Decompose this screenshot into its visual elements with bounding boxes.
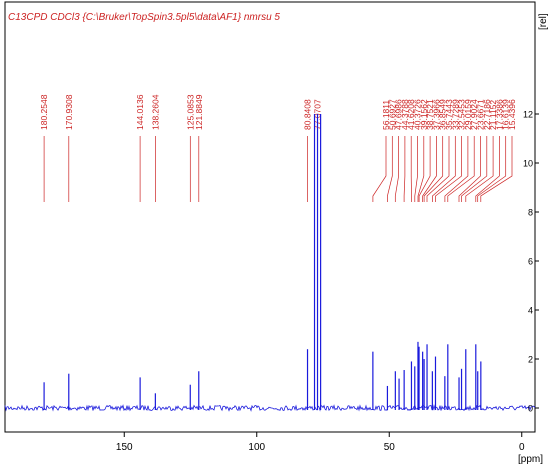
peak-label-connector bbox=[414, 136, 418, 202]
spectrum-baseline bbox=[4, 404, 536, 412]
peak-label-layer: 180.2548 170.9308 144.0136 138.2604 125.0853… bbox=[39, 94, 517, 202]
peak-label: 121.8849 bbox=[194, 94, 204, 130]
peak-label: 47.6986 bbox=[394, 99, 404, 130]
peak-label: 80.8408 bbox=[303, 99, 313, 130]
peak-label: 35.7443 bbox=[444, 99, 454, 130]
peak-label-connector bbox=[458, 136, 481, 202]
peak-label-connector bbox=[465, 136, 494, 202]
peak-label: 32.5453 bbox=[457, 99, 467, 130]
peak-label: 16.6139 bbox=[501, 99, 511, 130]
peak-label-connector bbox=[444, 136, 469, 202]
peak-label: 56.1811 bbox=[381, 100, 391, 130]
peak-label-connector bbox=[403, 136, 406, 202]
peak-label-connector bbox=[418, 136, 431, 202]
peak-label-connector bbox=[422, 136, 437, 202]
peak-label-connector bbox=[475, 136, 500, 202]
peak-label: 23.6671 bbox=[476, 99, 486, 130]
peak-label: 125.0853 bbox=[185, 94, 195, 130]
peak-label: 138.2604 bbox=[150, 94, 160, 130]
peak-label: 37.3966 bbox=[431, 99, 441, 130]
peak-label: 38.7521 bbox=[425, 99, 435, 130]
x-axis-label: [ppm] bbox=[518, 454, 543, 465]
peak-label-connector bbox=[435, 136, 462, 202]
peak-label-connector bbox=[372, 136, 387, 202]
y-tick-label: 12 bbox=[523, 110, 533, 120]
peak-label: 50.6927 bbox=[387, 99, 397, 130]
x-tick-label: 50 bbox=[384, 442, 396, 453]
peak-label-connector bbox=[477, 136, 507, 202]
peak-label: 170.9308 bbox=[64, 94, 74, 130]
peak-label: 29.0159 bbox=[463, 99, 473, 130]
x-tick-label: 100 bbox=[248, 442, 265, 453]
peak-label-connector bbox=[480, 136, 513, 202]
peak-label: 36.8549 bbox=[438, 99, 448, 130]
peak-label-connector bbox=[432, 136, 456, 202]
y-axis-label: [rel] bbox=[538, 13, 549, 30]
peak-label: 144.0136 bbox=[135, 94, 145, 130]
peak-label-connector bbox=[423, 136, 444, 202]
peak-label-connector bbox=[394, 136, 399, 202]
peak-label: 44.3788 bbox=[400, 99, 410, 130]
peak-label: 41.6208 bbox=[406, 99, 416, 130]
peak-label: 27.9024 bbox=[469, 99, 479, 130]
y-tick-label: 0 bbox=[528, 404, 533, 414]
peak-label-connector bbox=[387, 136, 393, 202]
x-tick-label: 150 bbox=[116, 442, 133, 453]
peak-label: 22.7186 bbox=[482, 99, 492, 130]
peak-label-connector bbox=[417, 136, 425, 202]
axis-layer: 150 100 50 0 0 2 4 6 8 10 12 bbox=[116, 110, 539, 453]
plot-frame bbox=[4, 1, 536, 433]
y-tick-label: 8 bbox=[528, 208, 533, 218]
peak-label-connector bbox=[426, 136, 450, 202]
y-tick-label: 10 bbox=[523, 159, 533, 169]
peak-label: 39.1562 bbox=[419, 99, 429, 130]
spectrum-layer bbox=[4, 114, 536, 412]
x-tick-label: 0 bbox=[519, 442, 525, 453]
peak-label: 21.1152 bbox=[488, 100, 498, 130]
spectrum-title: C13CPD CDCl3 {C:\Bruker\TopSpin3.5pl5\da… bbox=[8, 12, 280, 23]
y-tick-label: 4 bbox=[528, 306, 533, 316]
y-tick-label: 2 bbox=[528, 355, 533, 365]
peak-label: 17.3386 bbox=[494, 99, 504, 130]
peak-label: 180.2548 bbox=[39, 94, 49, 130]
peak-label: 40.3726 bbox=[413, 99, 423, 130]
peak-label-connector bbox=[461, 136, 488, 202]
peak-label: 15.4396 bbox=[507, 99, 517, 130]
peak-label-connector bbox=[447, 136, 475, 202]
y-tick-label: 6 bbox=[528, 257, 533, 267]
peak-label: 33.7289 bbox=[450, 99, 460, 130]
